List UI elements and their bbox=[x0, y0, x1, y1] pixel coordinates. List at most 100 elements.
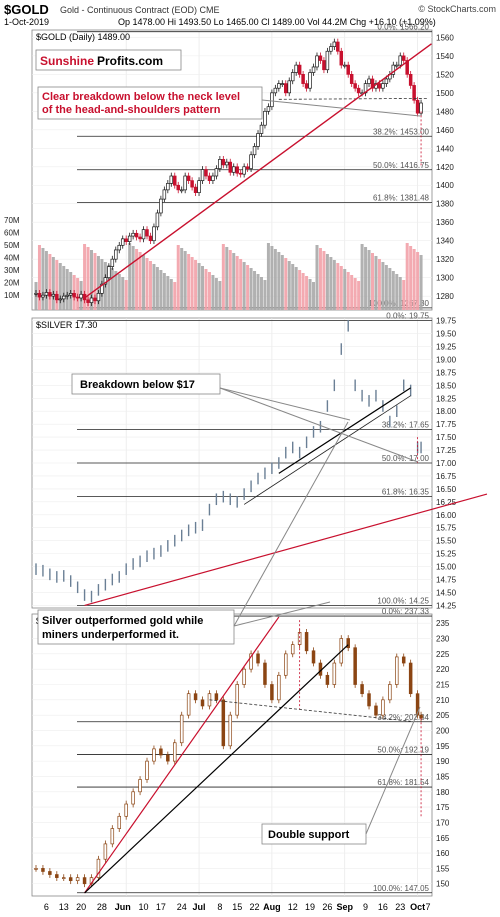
candle-body bbox=[117, 815, 122, 829]
candle-body bbox=[148, 235, 153, 242]
volume-bar bbox=[155, 267, 159, 310]
candle-body bbox=[68, 877, 73, 882]
symbol-title: $GOLD bbox=[4, 2, 49, 17]
x-tick-label: 7 bbox=[425, 902, 430, 912]
y-tick-label: 16.50 bbox=[436, 485, 457, 494]
watermark: © StockCharts.com bbox=[418, 4, 496, 14]
candle-body bbox=[96, 293, 101, 302]
candle-body bbox=[377, 83, 382, 89]
candle-body bbox=[75, 877, 80, 882]
candle-body bbox=[103, 843, 108, 860]
fib-label: 61.8%: 181.54 bbox=[377, 778, 429, 787]
volume-bar bbox=[169, 279, 173, 310]
volume-bar bbox=[395, 274, 399, 310]
y-tick-label: 165 bbox=[436, 834, 450, 843]
volume-bar bbox=[284, 258, 288, 310]
annotation-line: miners underperformed it. bbox=[42, 629, 179, 641]
candle-body bbox=[176, 184, 180, 191]
volume-bar bbox=[339, 266, 343, 310]
y-tick-label: 14.50 bbox=[436, 588, 457, 597]
candle-body bbox=[277, 83, 281, 89]
candle-body bbox=[114, 249, 118, 260]
volume-bar bbox=[145, 258, 149, 310]
candle-body bbox=[294, 64, 298, 73]
annotation-line: Clear breakdown below the neck level bbox=[42, 91, 240, 103]
y-tick-label: 18.75 bbox=[436, 368, 457, 377]
y-tick-label: 190 bbox=[436, 757, 450, 766]
candle-body bbox=[263, 110, 267, 126]
x-tick-label: 9 bbox=[363, 902, 368, 912]
volume-bar bbox=[166, 276, 170, 310]
candle-body bbox=[231, 166, 236, 173]
volume-bar bbox=[364, 247, 368, 310]
candle-body bbox=[401, 656, 406, 664]
candle-body bbox=[200, 169, 205, 181]
candle-body bbox=[367, 693, 371, 707]
volume-bar bbox=[131, 246, 135, 310]
y-tick-label: 155 bbox=[436, 864, 450, 873]
y-tick-label: 185 bbox=[436, 772, 450, 781]
volume-bar bbox=[270, 246, 274, 310]
y-tick-label: 235 bbox=[436, 619, 450, 628]
candle-body bbox=[221, 159, 226, 166]
candle-body bbox=[381, 83, 385, 89]
y-tick-label: 1440 bbox=[436, 144, 454, 153]
candle-body bbox=[51, 293, 56, 297]
candle-body bbox=[228, 714, 233, 747]
candle-body bbox=[381, 699, 385, 716]
volume-bar bbox=[159, 270, 163, 310]
volume-bar bbox=[259, 277, 263, 310]
y-tick-label: 18.00 bbox=[436, 407, 457, 416]
trendline bbox=[84, 616, 280, 894]
candle-body bbox=[100, 283, 104, 294]
volume-bar bbox=[117, 274, 121, 310]
candle-body bbox=[89, 297, 94, 303]
candle-body bbox=[179, 189, 184, 192]
volume-bar bbox=[135, 249, 139, 310]
y-tick-label: 175 bbox=[436, 803, 450, 812]
y-tick-label: 1300 bbox=[436, 274, 454, 283]
y-tick-label: 160 bbox=[436, 849, 450, 858]
volume-bar bbox=[367, 250, 371, 310]
candle-body bbox=[332, 662, 337, 685]
candle-body bbox=[138, 779, 142, 793]
candle-body bbox=[280, 83, 285, 85]
volume-bar bbox=[377, 259, 381, 310]
volume-bar bbox=[391, 271, 395, 310]
candle-body bbox=[131, 791, 135, 805]
callout-lines bbox=[219, 99, 421, 835]
fib-label: 61.8%: 16.35 bbox=[382, 488, 430, 497]
volume-bar bbox=[343, 269, 347, 310]
volume-bar bbox=[305, 276, 309, 310]
volume-tick-label: 40M bbox=[4, 254, 20, 263]
x-tick-label: 16 bbox=[378, 902, 388, 912]
candle-body bbox=[304, 83, 309, 89]
candle-body bbox=[290, 72, 295, 82]
candle-body bbox=[65, 294, 69, 297]
candle-body bbox=[152, 748, 156, 762]
candle-body bbox=[173, 175, 177, 186]
candle-body bbox=[141, 229, 146, 240]
volume-bar bbox=[148, 261, 152, 310]
fib-label: 38.2%: 1453.00 bbox=[373, 127, 430, 136]
y-tick-label: 1280 bbox=[436, 292, 454, 301]
candle-body bbox=[55, 293, 59, 301]
candle-body bbox=[242, 668, 246, 685]
candle-body bbox=[197, 180, 201, 193]
candle-body bbox=[252, 146, 257, 156]
candle-body bbox=[412, 85, 416, 101]
volume-bar bbox=[228, 250, 232, 310]
candle-body bbox=[388, 684, 392, 701]
candle-body bbox=[339, 50, 344, 66]
volume-bar bbox=[232, 253, 236, 310]
volume-bar bbox=[58, 263, 62, 310]
y-tick-label: 17.75 bbox=[436, 420, 457, 429]
x-tick-label: 22 bbox=[250, 902, 260, 912]
candle-body bbox=[117, 244, 122, 251]
candle-body bbox=[145, 760, 149, 780]
volume-bar bbox=[86, 247, 90, 310]
symbol-description: Gold - Continuous Contract (EOD) CME bbox=[60, 5, 220, 15]
candle-body bbox=[48, 871, 52, 875]
candle-body bbox=[301, 74, 305, 84]
volume-bar bbox=[235, 256, 239, 310]
